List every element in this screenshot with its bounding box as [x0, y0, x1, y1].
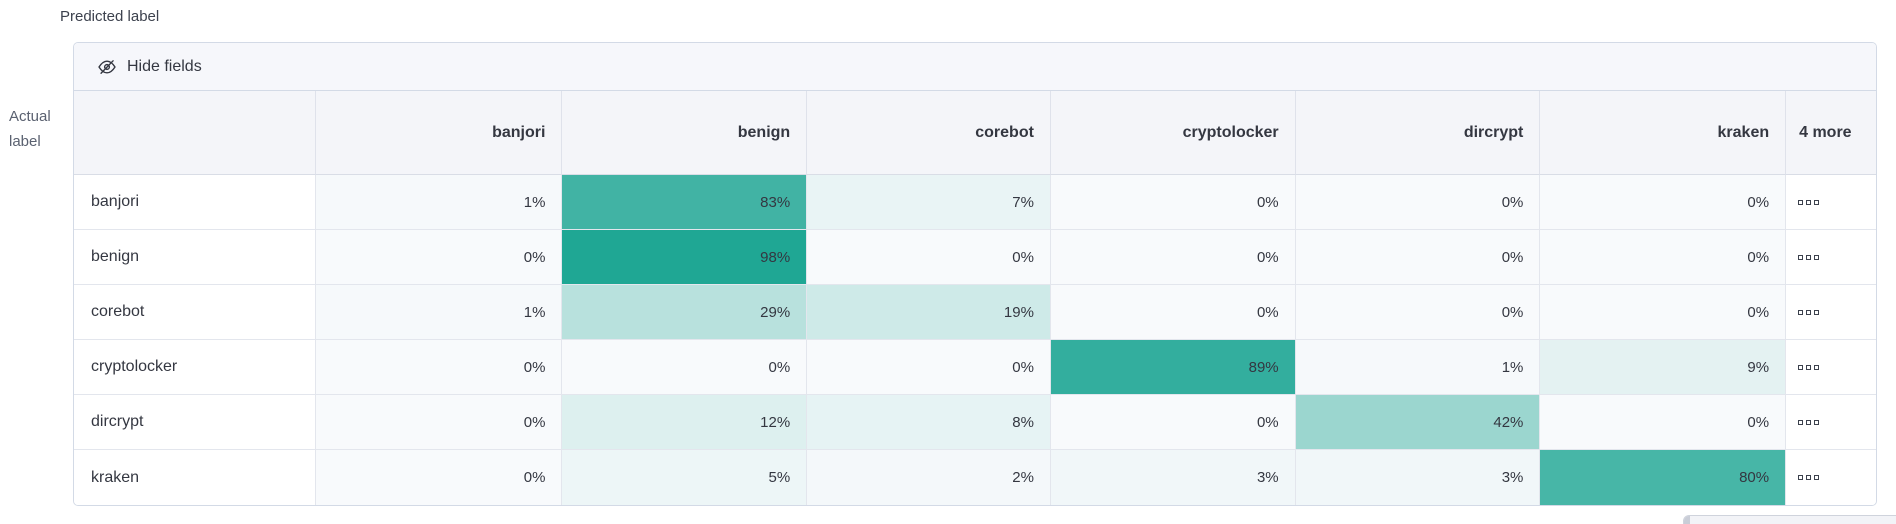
matrix-cell-banjori-banjori[interactable]: 1%	[315, 175, 563, 230]
more-values-cell-banjori[interactable]	[1786, 175, 1876, 230]
matrix-corner-cell	[74, 91, 316, 175]
matrix-cell-cryptolocker-kraken[interactable]: 9%	[1540, 340, 1787, 395]
matrix-cell-corebot-dircrypt[interactable]: 0%	[1295, 285, 1541, 340]
matrix-cell-benign-dircrypt[interactable]: 0%	[1295, 230, 1541, 285]
actual-axis-label: Actual label	[9, 104, 51, 154]
matrix-cell-kraken-banjori[interactable]: 0%	[315, 450, 563, 505]
eye-closed-icon	[98, 58, 116, 76]
matrix-cell-cryptolocker-cryptolocker[interactable]: 89%	[1050, 340, 1296, 395]
matrix-row-kraken: kraken 0% 5% 2% 3% 3% 80%	[74, 450, 1876, 505]
matrix-row-benign: benign 0% 98% 0% 0% 0% 0%	[74, 230, 1876, 285]
more-values-cell-cryptolocker[interactable]	[1786, 340, 1876, 395]
boxes-horizontal-icon	[1798, 475, 1820, 480]
matrix-row-banjori: banjori 1% 83% 7% 0% 0% 0%	[74, 175, 1876, 230]
matrix-cell-kraken-benign[interactable]: 5%	[562, 450, 808, 505]
matrix-row-corebot: corebot 1% 29% 19% 0% 0% 0%	[74, 285, 1876, 340]
more-values-cell-benign[interactable]	[1786, 230, 1876, 285]
matrix-cell-banjori-dircrypt[interactable]: 0%	[1295, 175, 1541, 230]
row-label-banjori: banjori	[74, 175, 316, 230]
row-label-dircrypt: dircrypt	[74, 395, 316, 450]
matrix-cell-kraken-dircrypt[interactable]: 3%	[1295, 450, 1541, 505]
boxes-horizontal-icon	[1798, 199, 1820, 205]
matrix-cell-kraken-corebot[interactable]: 2%	[807, 450, 1051, 505]
matrix-cell-cryptolocker-dircrypt[interactable]: 1%	[1295, 340, 1541, 395]
more-values-cell-corebot[interactable]	[1786, 285, 1876, 340]
matrix-cell-benign-kraken[interactable]: 0%	[1540, 230, 1787, 285]
row-label-corebot: corebot	[74, 285, 316, 340]
matrix-cell-dircrypt-cryptolocker[interactable]: 0%	[1050, 395, 1296, 450]
column-header-cryptolocker[interactable]: cryptolocker	[1050, 91, 1296, 175]
column-header-corebot[interactable]: corebot	[807, 91, 1051, 175]
matrix-row-cryptolocker: cryptolocker 0% 0% 0% 89% 1% 9%	[74, 340, 1876, 395]
matrix-cell-dircrypt-kraken[interactable]: 0%	[1540, 395, 1787, 450]
confusion-matrix-panel: Hide fields banjori benign corebot cryptolo…	[73, 42, 1877, 506]
matrix-cell-cryptolocker-benign[interactable]: 0%	[562, 340, 808, 395]
hide-fields-button[interactable]: Hide fields	[74, 43, 1876, 91]
matrix-cell-banjori-cryptolocker[interactable]: 0%	[1050, 175, 1296, 230]
matrix-cell-benign-benign[interactable]: 98%	[562, 230, 808, 285]
matrix-cell-dircrypt-benign[interactable]: 12%	[562, 395, 808, 450]
matrix-cell-benign-corebot[interactable]: 0%	[807, 230, 1051, 285]
matrix-cell-kraken-cryptolocker[interactable]: 3%	[1050, 450, 1296, 505]
predicted-axis-label: Predicted label	[60, 8, 160, 25]
matrix-cell-banjori-corebot[interactable]: 7%	[807, 175, 1051, 230]
more-values-cell-dircrypt[interactable]	[1786, 395, 1876, 450]
hide-fields-label: Hide fields	[127, 57, 202, 75]
row-label-kraken: kraken	[74, 450, 316, 505]
matrix-cell-banjori-kraken[interactable]: 0%	[1540, 175, 1787, 230]
horizontal-scrollbar[interactable]	[1683, 515, 1896, 524]
actual-axis-label-line1: Actual	[9, 108, 51, 125]
more-values-cell-kraken[interactable]	[1786, 450, 1876, 505]
matrix-cell-dircrypt-banjori[interactable]: 0%	[315, 395, 563, 450]
column-header-banjori[interactable]: banjori	[315, 91, 563, 175]
row-label-cryptolocker: cryptolocker	[74, 340, 316, 395]
matrix-cell-corebot-benign[interactable]: 29%	[562, 285, 808, 340]
boxes-horizontal-icon	[1798, 364, 1820, 370]
matrix-row-dircrypt: dircrypt 0% 12% 8% 0% 42% 0%	[74, 395, 1876, 450]
confusion-matrix-grid: banjori benign corebot cryptolocker dircrypt…	[74, 91, 1876, 505]
boxes-horizontal-icon	[1798, 309, 1820, 315]
matrix-cell-corebot-cryptolocker[interactable]: 0%	[1050, 285, 1296, 340]
matrix-cell-kraken-kraken[interactable]: 80%	[1540, 450, 1787, 505]
actual-axis-label-line2: label	[9, 133, 41, 150]
boxes-horizontal-icon	[1798, 254, 1820, 260]
matrix-header-row: banjori benign corebot cryptolocker dircrypt…	[74, 91, 1876, 175]
scrollbar-thumb[interactable]	[1684, 516, 1690, 524]
column-header-kraken[interactable]: kraken	[1540, 91, 1787, 175]
boxes-horizontal-icon	[1798, 419, 1820, 425]
matrix-cell-dircrypt-dircrypt[interactable]: 42%	[1295, 395, 1541, 450]
matrix-cell-benign-cryptolocker[interactable]: 0%	[1050, 230, 1296, 285]
matrix-cell-corebot-kraken[interactable]: 0%	[1540, 285, 1787, 340]
row-label-benign: benign	[74, 230, 316, 285]
matrix-cell-dircrypt-corebot[interactable]: 8%	[807, 395, 1051, 450]
matrix-cell-cryptolocker-banjori[interactable]: 0%	[315, 340, 563, 395]
matrix-cell-banjori-benign[interactable]: 83%	[562, 175, 808, 230]
matrix-cell-benign-banjori[interactable]: 0%	[315, 230, 563, 285]
column-header-dircrypt[interactable]: dircrypt	[1295, 91, 1541, 175]
matrix-cell-corebot-corebot[interactable]: 19%	[807, 285, 1051, 340]
matrix-cell-cryptolocker-corebot[interactable]: 0%	[807, 340, 1051, 395]
matrix-cell-corebot-banjori[interactable]: 1%	[315, 285, 563, 340]
more-columns-header[interactable]: 4 more	[1786, 91, 1876, 175]
column-header-benign[interactable]: benign	[562, 91, 808, 175]
